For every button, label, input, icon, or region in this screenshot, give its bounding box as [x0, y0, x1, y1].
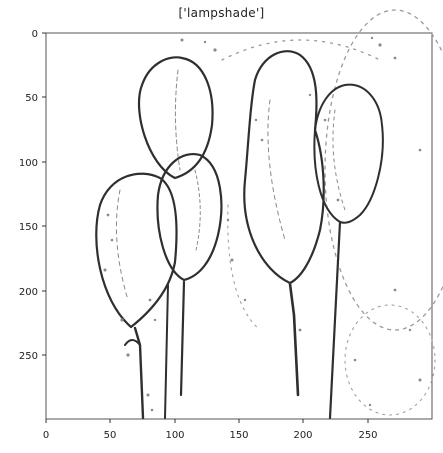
background-curve-left: [227, 204, 261, 331]
lampshade-right-middle: [243, 50, 325, 285]
lampshade-left-inner: [115, 189, 129, 301]
lampshade-top-middle: [137, 56, 214, 180]
lampshade-far-right: [313, 83, 384, 224]
lampshade-lower-middle: [156, 152, 223, 282]
y-axis: [42, 32, 46, 356]
lampshade-left: [95, 172, 178, 329]
x-axis: [45, 419, 369, 423]
y-tick-label-100: 100: [19, 158, 38, 169]
lampshade-right-middle-inner: [267, 99, 286, 241]
y-tick-label-50: 50: [25, 93, 38, 104]
x-tick-label-200: 200: [293, 430, 312, 441]
x-tick-label-150: 150: [229, 430, 248, 441]
stand-left-foot: [124, 339, 141, 346]
x-tick-label-100: 100: [165, 430, 184, 441]
stand-middle-a: [164, 284, 169, 419]
edge-noise-speckles: [103, 36, 422, 412]
stand-middle-b: [179, 280, 186, 397]
x-tick-label-50: 50: [104, 430, 117, 441]
stand-right-middle: [288, 282, 300, 397]
stand-far-right: [328, 220, 342, 420]
lampshade-far-right-inner: [332, 109, 346, 211]
background-arc-shape: [221, 39, 381, 61]
y-tick-label-250: 250: [19, 351, 38, 362]
lampshade-top-middle-inner: [174, 69, 181, 171]
image-frame: [45, 32, 433, 420]
lampshade-lower-middle-inner: [194, 169, 201, 251]
y-tick-label-150: 150: [19, 222, 38, 233]
x-tick-label-250: 250: [358, 430, 377, 441]
background-oval-shape: [324, 9, 443, 331]
y-tick-label-200: 200: [19, 287, 38, 298]
edge-map-image: [95, 9, 443, 420]
x-tick-label-0: 0: [43, 430, 49, 441]
background-oval-lower: [344, 304, 436, 416]
figure-title: ['lampshade']: [178, 6, 265, 20]
y-tick-label-0: 0: [32, 29, 38, 40]
